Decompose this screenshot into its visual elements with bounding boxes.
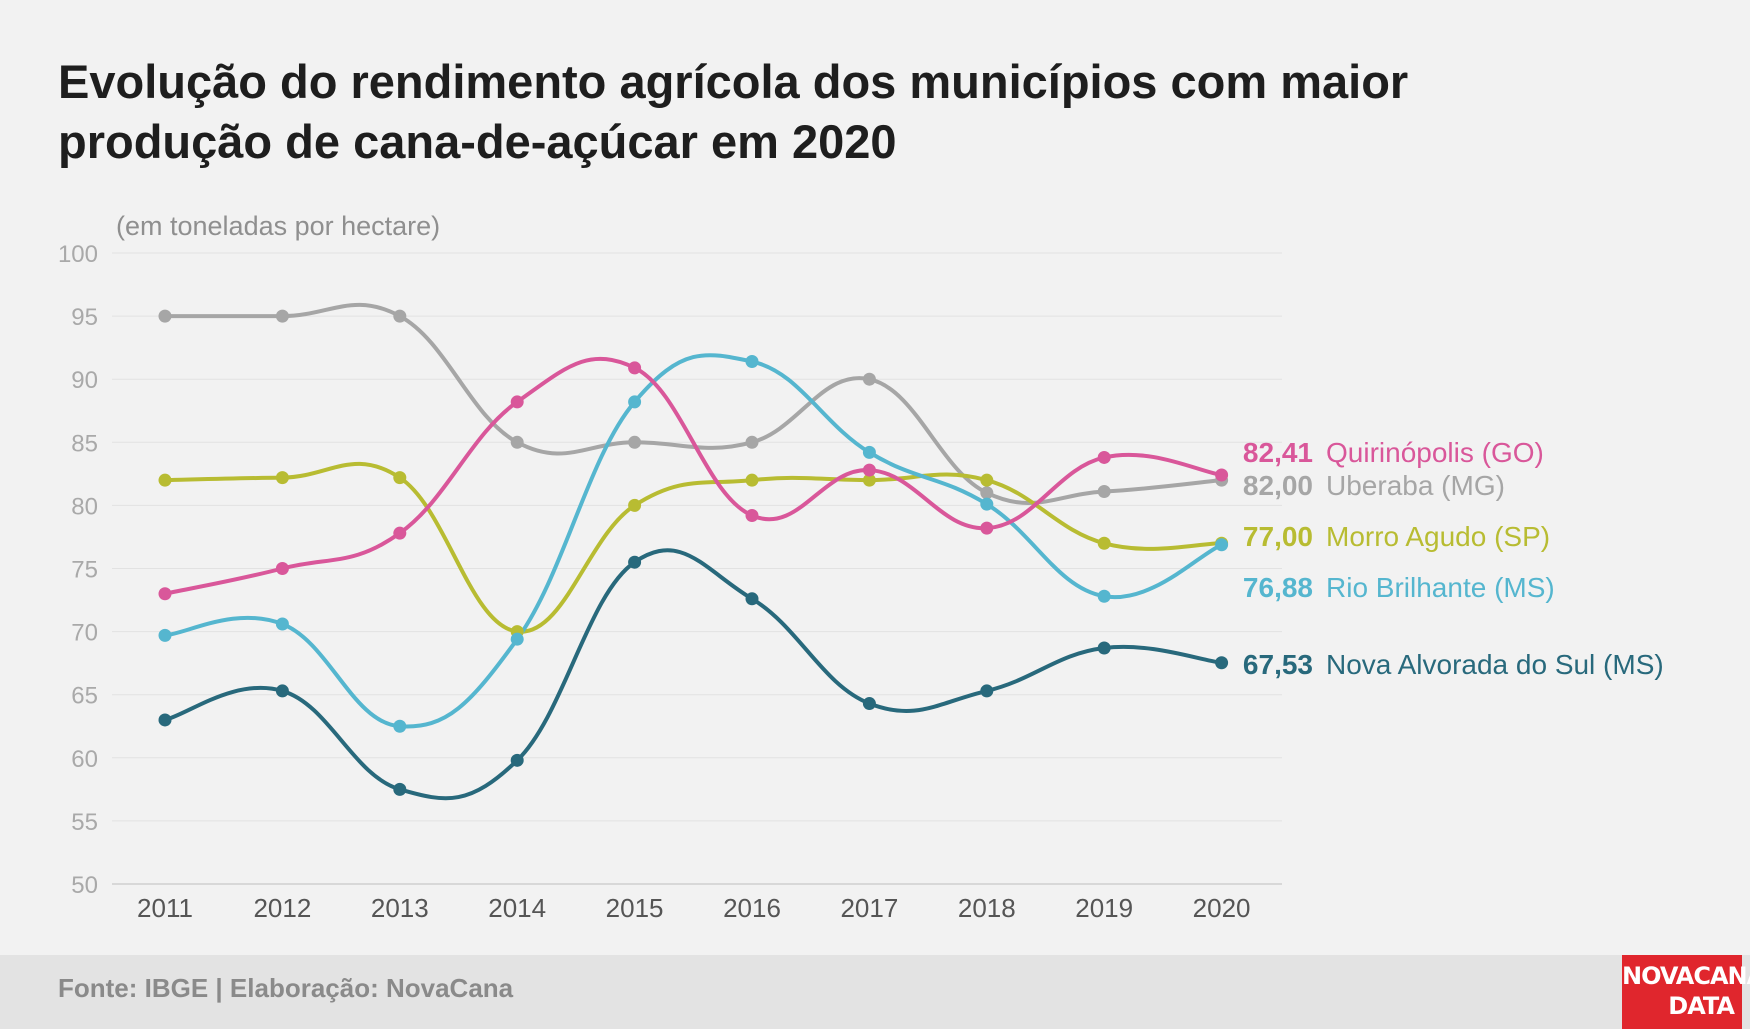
data-point bbox=[1097, 641, 1111, 655]
x-tick-label: 2020 bbox=[1193, 893, 1251, 923]
data-point bbox=[510, 632, 524, 646]
line-chart: (em toneladas por hectare) 50 55 60 65 70 75 8… bbox=[58, 211, 1664, 923]
data-point bbox=[510, 753, 524, 767]
data-point bbox=[628, 435, 642, 449]
data-point bbox=[158, 587, 172, 601]
data-point bbox=[275, 562, 289, 575]
x-tick-label: 2015 bbox=[606, 893, 664, 923]
data-point bbox=[1097, 536, 1111, 550]
data-point bbox=[158, 628, 172, 642]
logo-line-1: NOVACANA bbox=[1622, 962, 1750, 990]
data-point bbox=[393, 471, 407, 485]
chart-title: Evolução do rendimento agrícola dos muni… bbox=[58, 55, 1409, 168]
data-point bbox=[980, 521, 994, 535]
series-line bbox=[163, 461, 1224, 634]
series-points bbox=[158, 309, 1229, 796]
x-tick-label: 2013 bbox=[371, 893, 429, 923]
data-point bbox=[393, 309, 407, 323]
y-tick-label: 70 bbox=[71, 620, 98, 647]
data-point bbox=[158, 713, 172, 727]
data-point bbox=[745, 592, 759, 606]
data-point bbox=[862, 463, 876, 477]
x-tick-label: 2011 bbox=[137, 893, 193, 923]
end-value-label: 76,88 bbox=[1243, 572, 1313, 603]
series-line bbox=[163, 548, 1224, 801]
series-name-label: Rio Brilhante (MS) bbox=[1326, 572, 1555, 603]
data-point bbox=[862, 473, 876, 487]
end-value-label: 77,00 bbox=[1243, 521, 1313, 552]
data-point bbox=[745, 473, 759, 487]
data-point bbox=[393, 526, 407, 540]
data-point bbox=[628, 555, 642, 569]
x-axis-ticks: 2011 2012 2013 2014 2015 2016 2017 2018 2019 2020 bbox=[137, 893, 1250, 923]
data-point bbox=[393, 782, 407, 796]
data-point bbox=[862, 697, 876, 711]
data-point bbox=[1097, 485, 1111, 499]
data-point bbox=[1215, 468, 1229, 482]
y-tick-label: 90 bbox=[71, 367, 98, 394]
data-point bbox=[1097, 450, 1111, 464]
x-tick-label: 2014 bbox=[488, 893, 546, 923]
y-tick-label: 75 bbox=[71, 557, 98, 584]
data-point bbox=[275, 617, 289, 631]
data-point bbox=[628, 395, 642, 409]
series-name-label: Quirinópolis (GO) bbox=[1326, 437, 1544, 468]
data-point bbox=[158, 473, 172, 487]
data-point bbox=[745, 355, 759, 369]
series-lines bbox=[163, 302, 1224, 801]
logo-line-2: DATA bbox=[1668, 992, 1735, 1020]
data-point bbox=[275, 684, 289, 698]
x-tick-label: 2019 bbox=[1075, 893, 1133, 923]
data-point bbox=[275, 309, 289, 323]
data-point bbox=[393, 719, 407, 733]
data-point bbox=[862, 445, 876, 459]
data-point bbox=[980, 473, 994, 487]
data-point bbox=[510, 435, 524, 449]
data-point bbox=[1215, 656, 1229, 670]
y-tick-label: 55 bbox=[71, 809, 98, 836]
y-tick-label: 60 bbox=[71, 746, 98, 773]
end-value-label: 67,53 bbox=[1243, 649, 1313, 680]
end-labels: 82,00 Uberaba (MG) 77,00 Morro Agudo (SP) 76… bbox=[1243, 437, 1664, 680]
series-name-label: Uberaba (MG) bbox=[1326, 470, 1505, 501]
series-name-label: Morro Agudo (SP) bbox=[1326, 521, 1550, 552]
data-point bbox=[510, 395, 524, 409]
data-point bbox=[1215, 538, 1229, 552]
x-tick-label: 2018 bbox=[958, 893, 1016, 923]
data-point bbox=[628, 498, 642, 512]
footer: Fonte: IBGE | Elaboração: NovaCana bbox=[0, 955, 1750, 1029]
data-point bbox=[745, 435, 759, 449]
y-tick-label: 80 bbox=[71, 493, 98, 520]
series-line bbox=[163, 302, 1224, 505]
source-note: Fonte: IBGE | Elaboração: NovaCana bbox=[58, 973, 514, 1003]
data-point bbox=[980, 684, 994, 698]
end-value-label: 82,41 bbox=[1243, 437, 1313, 468]
series-line bbox=[163, 353, 1224, 729]
data-point bbox=[628, 361, 642, 375]
data-point bbox=[1097, 589, 1111, 603]
data-point bbox=[745, 508, 759, 522]
series-line bbox=[163, 356, 1224, 596]
y-axis-ticks: 50 55 60 65 70 75 80 85 90 95 100 bbox=[58, 241, 98, 899]
data-point bbox=[862, 372, 876, 386]
y-tick-label: 50 bbox=[71, 872, 98, 899]
y-axis-label: (em toneladas por hectare) bbox=[116, 211, 440, 241]
y-tick-label: 100 bbox=[58, 241, 98, 268]
x-tick-label: 2016 bbox=[723, 893, 781, 923]
x-tick-label: 2017 bbox=[840, 893, 898, 923]
novacana-data-logo: NOVACANA DATA bbox=[1622, 955, 1750, 1029]
y-tick-label: 95 bbox=[71, 304, 98, 331]
data-point bbox=[980, 486, 994, 500]
y-tick-label: 85 bbox=[71, 430, 98, 457]
data-point bbox=[158, 309, 172, 323]
gridlines bbox=[112, 252, 1282, 885]
series-name-label: Nova Alvorada do Sul (MS) bbox=[1326, 649, 1664, 680]
y-tick-label: 65 bbox=[71, 683, 98, 710]
x-tick-label: 2012 bbox=[253, 893, 311, 923]
end-value-label: 82,00 bbox=[1243, 470, 1313, 501]
data-point bbox=[275, 471, 289, 485]
data-point bbox=[980, 497, 994, 511]
